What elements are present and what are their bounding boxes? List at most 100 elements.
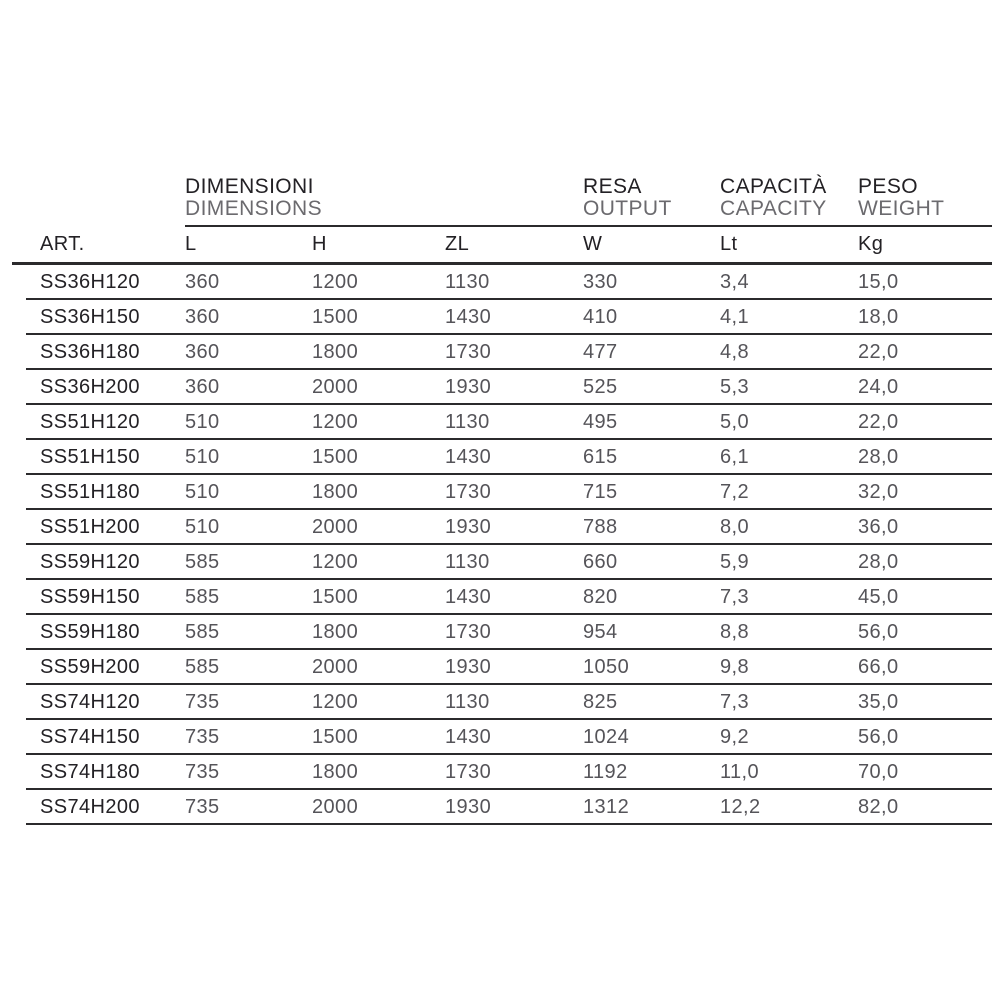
height-value: 2000 — [312, 376, 359, 398]
output-value: 1050 — [583, 656, 630, 678]
height-value: 1500 — [312, 726, 359, 748]
height-value: 1800 — [312, 481, 359, 503]
table-row: SS74H200 735 2000 1930 1312 12,2 82,0 — [12, 790, 992, 825]
zl-value: 1730 — [445, 341, 492, 363]
output-value: 525 — [583, 376, 618, 398]
group-title-capacita: CAPACITÀ — [720, 175, 827, 198]
output-value: 495 — [583, 411, 618, 433]
height-value: 1200 — [312, 411, 359, 433]
column-group-capacity: CAPACITÀ CAPACITY — [720, 176, 858, 227]
weight-value: 56,0 — [858, 726, 899, 748]
article-code: SS74H180 — [40, 761, 140, 783]
output-value: 715 — [583, 481, 618, 503]
length-value: 585 — [185, 551, 220, 573]
capacity-value: 5,0 — [720, 411, 750, 433]
column-header-h: H — [312, 233, 327, 255]
height-value: 1800 — [312, 621, 359, 643]
height-value: 1200 — [312, 691, 359, 713]
group-subtitle-weight: WEIGHT — [858, 197, 945, 220]
height-value: 1200 — [312, 551, 359, 573]
group-header-row: DIMENSIONI DIMENSIONS RESA OUTPUT CAPACI… — [12, 174, 992, 227]
length-value: 735 — [185, 726, 220, 748]
capacity-value: 3,4 — [720, 271, 750, 293]
zl-value: 1730 — [445, 621, 492, 643]
zl-value: 1130 — [445, 271, 490, 293]
table-row: SS59H180 585 1800 1730 954 8,8 56,0 — [12, 615, 992, 650]
output-value: 788 — [583, 516, 618, 538]
capacity-value: 5,3 — [720, 376, 750, 398]
column-header-lt: Lt — [720, 233, 738, 255]
length-value: 735 — [185, 796, 220, 818]
length-value: 510 — [185, 411, 220, 433]
output-value: 615 — [583, 446, 618, 468]
article-code: SS59H150 — [40, 586, 140, 608]
spec-table: DIMENSIONI DIMENSIONS RESA OUTPUT CAPACI… — [12, 174, 992, 825]
article-code: SS74H150 — [40, 726, 140, 748]
weight-value: 22,0 — [858, 341, 899, 363]
weight-value: 28,0 — [858, 551, 899, 573]
output-value: 330 — [583, 271, 618, 293]
length-value: 360 — [185, 376, 220, 398]
weight-value: 24,0 — [858, 376, 899, 398]
output-value: 660 — [583, 551, 618, 573]
capacity-value: 12,2 — [720, 796, 761, 818]
article-code: SS74H200 — [40, 796, 140, 818]
height-value: 2000 — [312, 796, 359, 818]
weight-value: 36,0 — [858, 516, 899, 538]
length-value: 585 — [185, 586, 220, 608]
table-row: SS59H120 585 1200 1130 660 5,9 28,0 — [12, 545, 992, 580]
weight-value: 32,0 — [858, 481, 899, 503]
weight-value: 70,0 — [858, 761, 899, 783]
weight-value: 22,0 — [858, 411, 899, 433]
group-title-resa: RESA — [583, 175, 642, 198]
table-body: SS36H120 360 1200 1130 330 3,4 15,0 SS36… — [12, 265, 992, 825]
length-value: 735 — [185, 691, 220, 713]
zl-value: 1930 — [445, 656, 492, 678]
table-row: SS74H150 735 1500 1430 1024 9,2 56,0 — [12, 720, 992, 755]
length-value: 360 — [185, 306, 220, 328]
weight-value: 45,0 — [858, 586, 899, 608]
capacity-value: 7,3 — [720, 691, 750, 713]
table-row: SS51H200 510 2000 1930 788 8,0 36,0 — [12, 510, 992, 545]
table-row: SS74H180 735 1800 1730 1192 11,0 70,0 — [12, 755, 992, 790]
height-value: 1500 — [312, 306, 359, 328]
capacity-value: 11,0 — [720, 761, 760, 783]
weight-value: 18,0 — [858, 306, 899, 328]
zl-value: 1130 — [445, 411, 490, 433]
length-value: 360 — [185, 271, 220, 293]
article-code: SS36H150 — [40, 306, 140, 328]
column-group-output: RESA OUTPUT — [583, 176, 720, 227]
column-header-w: W — [583, 233, 603, 255]
article-code: SS59H180 — [40, 621, 140, 643]
column-header-l: L — [185, 233, 197, 255]
height-value: 1800 — [312, 761, 359, 783]
article-code: SS36H120 — [40, 271, 140, 293]
group-title-peso: PESO — [858, 175, 918, 198]
table-row: SS36H150 360 1500 1430 410 4,1 18,0 — [12, 300, 992, 335]
capacity-value: 4,8 — [720, 341, 750, 363]
article-code: SS51H200 — [40, 516, 140, 538]
table-row: SS51H180 510 1800 1730 715 7,2 32,0 — [12, 475, 992, 510]
article-code: SS51H150 — [40, 446, 140, 468]
capacity-value: 7,3 — [720, 586, 750, 608]
length-value: 510 — [185, 446, 220, 468]
table-row: SS51H120 510 1200 1130 495 5,0 22,0 — [12, 405, 992, 440]
output-value: 954 — [583, 621, 618, 643]
capacity-value: 7,2 — [720, 481, 750, 503]
output-value: 410 — [583, 306, 618, 328]
length-value: 510 — [185, 516, 220, 538]
capacity-value: 6,1 — [720, 446, 750, 468]
height-value: 1200 — [312, 271, 359, 293]
length-value: 585 — [185, 656, 220, 678]
table-row: SS51H150 510 1500 1430 615 6,1 28,0 — [12, 440, 992, 475]
weight-value: 56,0 — [858, 621, 899, 643]
table-row: SS36H200 360 2000 1930 525 5,3 24,0 — [12, 370, 992, 405]
article-code: SS36H200 — [40, 376, 140, 398]
article-code: SS36H180 — [40, 341, 140, 363]
output-value: 1192 — [583, 761, 628, 783]
column-header-kg: Kg — [858, 233, 884, 255]
column-header-row: ART. L H ZL W Lt Kg — [12, 227, 992, 265]
zl-value: 1930 — [445, 796, 492, 818]
height-value: 1800 — [312, 341, 359, 363]
